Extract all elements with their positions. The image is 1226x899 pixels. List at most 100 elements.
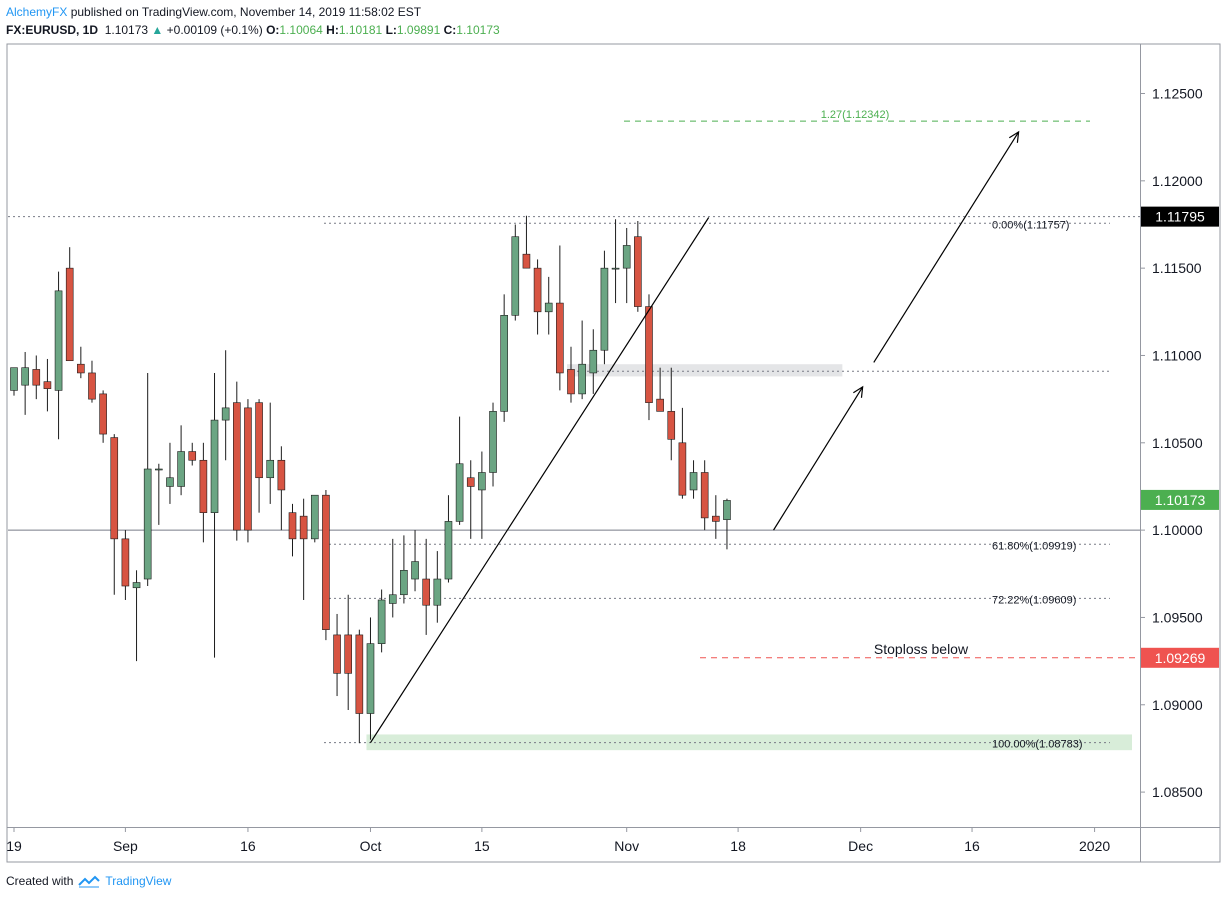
chart-frame	[6, 43, 1221, 863]
candle	[344, 594, 353, 711]
time-tick-label: 2020	[1079, 838, 1110, 854]
candle	[578, 320, 586, 400]
candle	[444, 495, 453, 583]
candle	[411, 530, 419, 592]
time-tick-label: 18	[730, 838, 746, 854]
candle-body	[43, 381, 52, 389]
stoploss-price-badge: 1.09269	[1155, 650, 1206, 666]
candle	[712, 495, 720, 539]
candle-body	[266, 459, 275, 479]
candle	[88, 360, 96, 403]
candle-body	[489, 411, 497, 473]
tradingview-brand-link[interactable]: TradingView	[105, 874, 172, 888]
candle-body	[77, 363, 85, 374]
candle	[556, 245, 564, 391]
close-label: C:	[443, 23, 457, 37]
candle-body	[478, 472, 486, 491]
candle	[489, 402, 497, 487]
candle-body	[155, 468, 163, 471]
candle-body	[411, 561, 419, 580]
candle	[10, 367, 18, 396]
candle-body	[32, 369, 41, 386]
candle	[567, 346, 575, 403]
candle	[400, 535, 408, 604]
candle-body	[444, 521, 453, 580]
candle	[700, 460, 709, 531]
candle-body	[99, 393, 107, 435]
high-price-badge: 1.11795	[1155, 209, 1205, 225]
candle-body	[177, 451, 185, 487]
publication-line: AlchemyFX published on TradingView.com, …	[6, 5, 421, 19]
low-label: L:	[385, 23, 397, 37]
change-value: +0.00109 (+0.1%)	[166, 23, 263, 37]
candle-body	[422, 578, 430, 606]
candle	[656, 367, 664, 412]
candle-body	[21, 367, 29, 386]
candle-body	[511, 236, 520, 316]
candle-body	[634, 236, 642, 307]
fib-level-label: 61.80%(1.09919)	[992, 540, 1076, 552]
candle-body	[712, 515, 720, 522]
candle-body	[567, 369, 575, 395]
candle-body	[455, 463, 464, 522]
price-tick-label: 1.12500	[1152, 86, 1203, 102]
time-tick-label: Sep	[113, 838, 138, 854]
candle-body	[233, 402, 241, 531]
candle	[221, 350, 230, 461]
candle	[433, 551, 442, 623]
candle-body	[310, 494, 319, 540]
candle-body	[88, 372, 96, 400]
stoploss-price-badge-bg	[1141, 647, 1219, 668]
candle-body	[277, 459, 286, 491]
candle	[366, 617, 375, 740]
symbol-label: FX:EURUSD, 1D	[6, 23, 99, 37]
candle	[322, 489, 330, 641]
candle	[210, 372, 219, 658]
candle	[388, 538, 397, 618]
published-text: published on TradingView.com, November 1…	[67, 5, 422, 19]
fib-level-label: 100.00%(1.08783)	[992, 739, 1083, 751]
candle	[199, 442, 208, 543]
fib-level-label: 0.00%(1.11757)	[992, 219, 1069, 231]
candle-body	[255, 402, 263, 479]
candle	[143, 372, 152, 587]
candle-body	[210, 419, 219, 513]
candle-body	[132, 582, 141, 589]
time-tick-label: Dec	[848, 838, 873, 854]
candle-body	[645, 306, 653, 403]
candle-body	[466, 477, 475, 487]
candle-body	[166, 477, 174, 487]
candle-body	[110, 437, 119, 540]
time-tick-label: 16	[964, 838, 980, 854]
candle-body	[299, 515, 308, 540]
candle-body	[723, 500, 731, 520]
last-price-badge-bg	[1141, 489, 1219, 510]
candle-body	[622, 245, 631, 269]
candle	[99, 390, 107, 443]
candle	[723, 498, 731, 550]
candle	[611, 219, 620, 304]
high-value: 1.10181	[338, 23, 383, 37]
candle-body	[221, 407, 230, 421]
candle	[132, 570, 141, 662]
price-tick-label: 1.08500	[1152, 784, 1203, 800]
candle	[110, 434, 119, 595]
candle	[310, 494, 319, 543]
author-link[interactable]: AlchemyFX	[6, 5, 68, 19]
candle	[255, 399, 263, 513]
candle-body	[656, 398, 664, 412]
candle-body	[322, 494, 330, 630]
candle-body	[54, 290, 63, 391]
candle	[77, 346, 85, 379]
candle-body	[611, 267, 620, 270]
trendline	[369, 217, 710, 743]
price-tick-label: 1.12000	[1152, 173, 1203, 189]
price-tick-label: 1.10500	[1152, 435, 1203, 451]
candle-body	[522, 253, 531, 269]
projection-arrow-line	[773, 386, 864, 531]
candle-body	[244, 407, 252, 531]
candle-body	[678, 442, 687, 496]
candle	[121, 530, 130, 600]
candle	[244, 399, 252, 543]
